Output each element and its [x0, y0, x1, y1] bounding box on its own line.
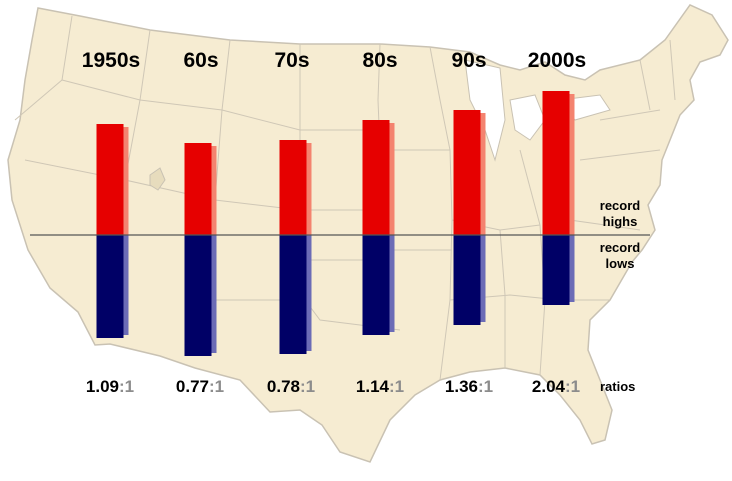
record-low-bar-side	[123, 235, 129, 335]
record-low-bar-side	[480, 235, 486, 322]
ratio-suffix: :1	[565, 377, 580, 396]
record-low-bar-side	[211, 235, 217, 353]
ratio-value: 1.09	[86, 377, 119, 396]
salt-lake	[149, 167, 166, 191]
ratio-labels: 1.09:1 0.77:1 0.78:1 1.14:1 1.36:1 2.04:…	[86, 377, 636, 396]
record-high-bar	[184, 143, 212, 235]
record-high-bar	[279, 140, 307, 235]
record-low-bar-side	[306, 235, 312, 351]
record-high-bar-side	[123, 127, 129, 235]
decade-label: 1950s	[82, 49, 140, 72]
decade-label: 60s	[183, 49, 218, 72]
ratio-suffix: :1	[209, 377, 224, 396]
ratio-suffix: :1	[478, 377, 493, 396]
ratio-label: 0.78:1	[267, 377, 315, 396]
record-low-bar	[362, 235, 390, 335]
ratio-label: 2.04:1	[532, 377, 580, 396]
record-low-bar	[279, 235, 307, 354]
decade-label: 70s	[274, 49, 309, 72]
record-low-bar	[542, 235, 570, 305]
ratio-label: 1.36:1	[445, 377, 493, 396]
record-lows-label-line2: lows	[606, 256, 635, 271]
record-high-bar-side	[569, 94, 575, 235]
ratio-label: 0.77:1	[176, 377, 224, 396]
ratio-value: 2.04	[532, 377, 566, 396]
record-low-bar-side	[389, 235, 395, 332]
record-high-bar	[453, 110, 481, 235]
decade-label: 2000s	[528, 49, 586, 72]
record-low-bar-side	[569, 235, 575, 302]
series-labels: record highs record lows	[600, 198, 641, 271]
decade-label: 80s	[362, 49, 397, 72]
record-highs-label-line2: highs	[603, 214, 638, 229]
record-low-bar	[96, 235, 124, 338]
record-high-bar-side	[211, 146, 217, 235]
record-low-bar	[453, 235, 481, 325]
record-high-bar-side	[306, 143, 312, 235]
record-high-bar-side	[480, 113, 486, 235]
ratios-label: ratios	[600, 379, 635, 394]
ratio-value: 1.36	[445, 377, 478, 396]
record-lows-label-line1: record	[600, 240, 641, 255]
ratio-label: 1.14:1	[356, 377, 404, 396]
ratio-value: 0.77	[176, 377, 209, 396]
ratio-value: 0.78	[267, 377, 300, 396]
ratio-label: 1.09:1	[86, 377, 134, 396]
record-high-bar	[542, 91, 570, 235]
ratio-suffix: :1	[389, 377, 404, 396]
record-highs-label-line1: record	[600, 198, 641, 213]
record-high-bar	[96, 124, 124, 235]
ratio-value: 1.14	[356, 377, 390, 396]
ratio-suffix: :1	[300, 377, 315, 396]
bars-layer	[96, 91, 575, 356]
decade-labels: 1950s 60s 70s 80s 90s 2000s	[82, 49, 586, 72]
decade-label: 90s	[451, 49, 486, 72]
record-high-bar	[362, 120, 390, 235]
record-high-bar-side	[389, 123, 395, 235]
ratio-suffix: :1	[119, 377, 134, 396]
record-low-bar	[184, 235, 212, 356]
